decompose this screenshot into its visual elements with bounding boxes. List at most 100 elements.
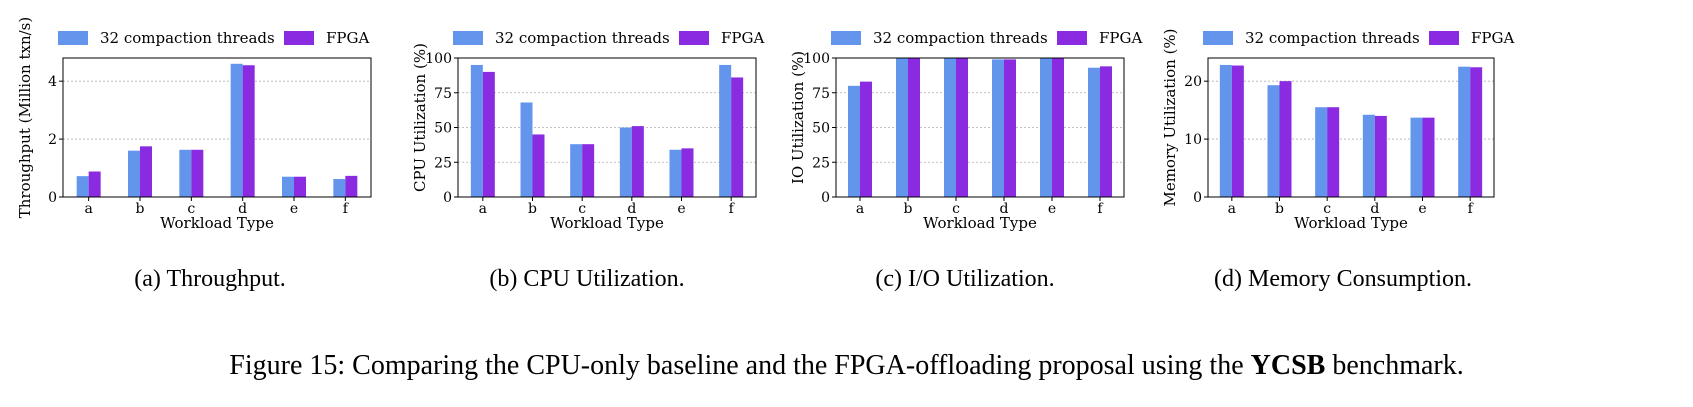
- bar-fpga-b: [1279, 81, 1292, 197]
- x-tick-label: a: [856, 201, 864, 217]
- chart-panel-4: a b c d e f 0 10 20 Workload Type Memory Utilizati…: [1161, 28, 1514, 292]
- y-tick-label: 0: [1193, 190, 1202, 206]
- x-tick-label: e: [677, 201, 685, 217]
- legend-swatch-baseline: [1203, 31, 1233, 45]
- bar-baseline-e: [1410, 117, 1423, 197]
- x-tick-label: c: [952, 201, 960, 217]
- x-tick-label: d: [1000, 201, 1009, 217]
- bar-baseline-d: [992, 59, 1004, 197]
- y-tick-label: 2: [48, 132, 57, 148]
- bar-baseline-f: [719, 64, 732, 197]
- plot-frame: [835, 57, 1125, 198]
- bar-baseline-c: [570, 144, 583, 197]
- y-axis-label: IO Utilization (%): [789, 51, 807, 184]
- plot-frame: [62, 57, 372, 198]
- bar-fpga-e: [681, 148, 694, 197]
- bar-fpga-f: [731, 77, 744, 197]
- y-axis-label: Memory Utilization (%): [1161, 28, 1179, 206]
- x-tick-label: b: [136, 201, 145, 217]
- x-tick-label: f: [1097, 201, 1104, 217]
- x-tick-label: b: [1275, 201, 1284, 217]
- bar-fpga-b: [140, 146, 152, 197]
- bar-baseline-b: [896, 58, 908, 197]
- chart-panel-1: a b c d e f 0 2 4 Workload Type Throughput (Millio…: [16, 17, 372, 292]
- plot-frame: [1207, 57, 1495, 198]
- legend-swatch-baseline: [831, 31, 861, 45]
- x-tick-label: f: [343, 201, 350, 217]
- bar-fpga-a: [1231, 65, 1244, 197]
- x-tick-label: b: [528, 201, 537, 217]
- x-tick-label: e: [290, 201, 298, 217]
- y-tick-label: 20: [1184, 74, 1202, 90]
- x-tick-label: c: [578, 201, 586, 217]
- subfigure-caption: (c) I/O Utilization.: [875, 266, 1054, 292]
- x-tick-label: d: [1370, 201, 1379, 217]
- subfigure-caption: (b) CPU Utilization.: [489, 266, 684, 292]
- y-tick-label: 75: [812, 86, 830, 102]
- x-tick-label: c: [187, 201, 195, 217]
- bar-baseline-b: [128, 150, 140, 197]
- y-axis-label: CPU Utilization (%): [411, 43, 429, 192]
- y-tick-label: 0: [443, 190, 452, 206]
- bar-fpga-a: [860, 81, 872, 197]
- y-axis-label: Throughput (Million txn/s): [16, 17, 34, 218]
- x-axis-label: Workload Type: [1294, 214, 1408, 232]
- bar-baseline-c: [944, 58, 956, 197]
- x-tick-label: d: [238, 201, 247, 217]
- bar-fpga-d: [1374, 115, 1387, 197]
- y-tick-label: 0: [48, 190, 57, 206]
- x-tick-label: d: [627, 201, 636, 217]
- legend-label-baseline: 32 compaction threads: [1245, 29, 1420, 47]
- bar-baseline-f: [1458, 66, 1471, 197]
- y-tick-label: 4: [48, 74, 57, 90]
- x-tick-label: e: [1418, 201, 1426, 217]
- x-axis-label: Workload Type: [923, 214, 1037, 232]
- legend-label-baseline: 32 compaction threads: [495, 29, 670, 47]
- bar-fpga-f: [345, 175, 358, 197]
- subfigure-caption: (a) Throughput.: [134, 266, 286, 292]
- bar-fpga-c: [191, 149, 204, 197]
- legend-label-fpga: FPGA: [1099, 29, 1142, 47]
- y-tick-label: 50: [812, 121, 830, 137]
- bar-fpga-a: [88, 171, 101, 197]
- bar-baseline-b: [1267, 85, 1280, 197]
- bar-baseline-b: [520, 102, 533, 197]
- legend-label-fpga: FPGA: [1471, 29, 1514, 47]
- bar-fpga-e: [1052, 58, 1064, 197]
- legend-swatch-fpga: [1429, 31, 1459, 45]
- bar-baseline-e: [1040, 58, 1052, 197]
- legend-label-fpga: FPGA: [326, 29, 369, 47]
- y-tick-label: 100: [803, 51, 830, 67]
- x-tick-label: f: [729, 201, 736, 217]
- x-tick-label: e: [1048, 201, 1056, 217]
- bar-baseline-d: [619, 127, 632, 197]
- bar-fpga-c: [582, 144, 595, 197]
- bar-baseline-c: [1315, 107, 1328, 197]
- bar-baseline-a: [76, 176, 89, 197]
- x-tick-label: b: [904, 201, 913, 217]
- figure-caption-prefix: Figure 15: Comparing the CPU-only baseli…: [229, 350, 1251, 381]
- x-tick-label: f: [1468, 201, 1475, 217]
- bar-baseline-e: [669, 149, 682, 197]
- chart-panel-3: a b c d e f 0 25 50 75 100 Workload Type IO Utilizat…: [789, 29, 1142, 292]
- bar-fpga-a: [482, 71, 495, 197]
- bar-fpga-d: [1004, 59, 1016, 197]
- bar-baseline-a: [1219, 64, 1232, 197]
- figure: a b c d e f 0 2 4 Workload Type Throughput (Millio…: [16, 17, 1514, 292]
- bar-baseline-a: [470, 64, 483, 197]
- figure-caption: Figure 15: Comparing the CPU-only baseli…: [0, 350, 1693, 382]
- legend-swatch-baseline: [453, 31, 483, 45]
- x-tick-label: a: [84, 201, 92, 217]
- figure-caption-suffix: benchmark.: [1325, 350, 1464, 381]
- x-tick-label: c: [1323, 201, 1331, 217]
- y-tick-label: 0: [821, 190, 830, 206]
- legend-swatch-fpga: [679, 31, 709, 45]
- bar-baseline-f: [333, 179, 346, 197]
- legend-label-baseline: 32 compaction threads: [873, 29, 1048, 47]
- y-tick-label: 10: [1184, 132, 1202, 148]
- bar-fpga-e: [294, 176, 306, 197]
- bar-fpga-d: [242, 65, 255, 197]
- bar-fpga-b: [532, 134, 545, 197]
- legend-swatch-fpga: [1057, 31, 1087, 45]
- legend-swatch-baseline: [58, 31, 88, 45]
